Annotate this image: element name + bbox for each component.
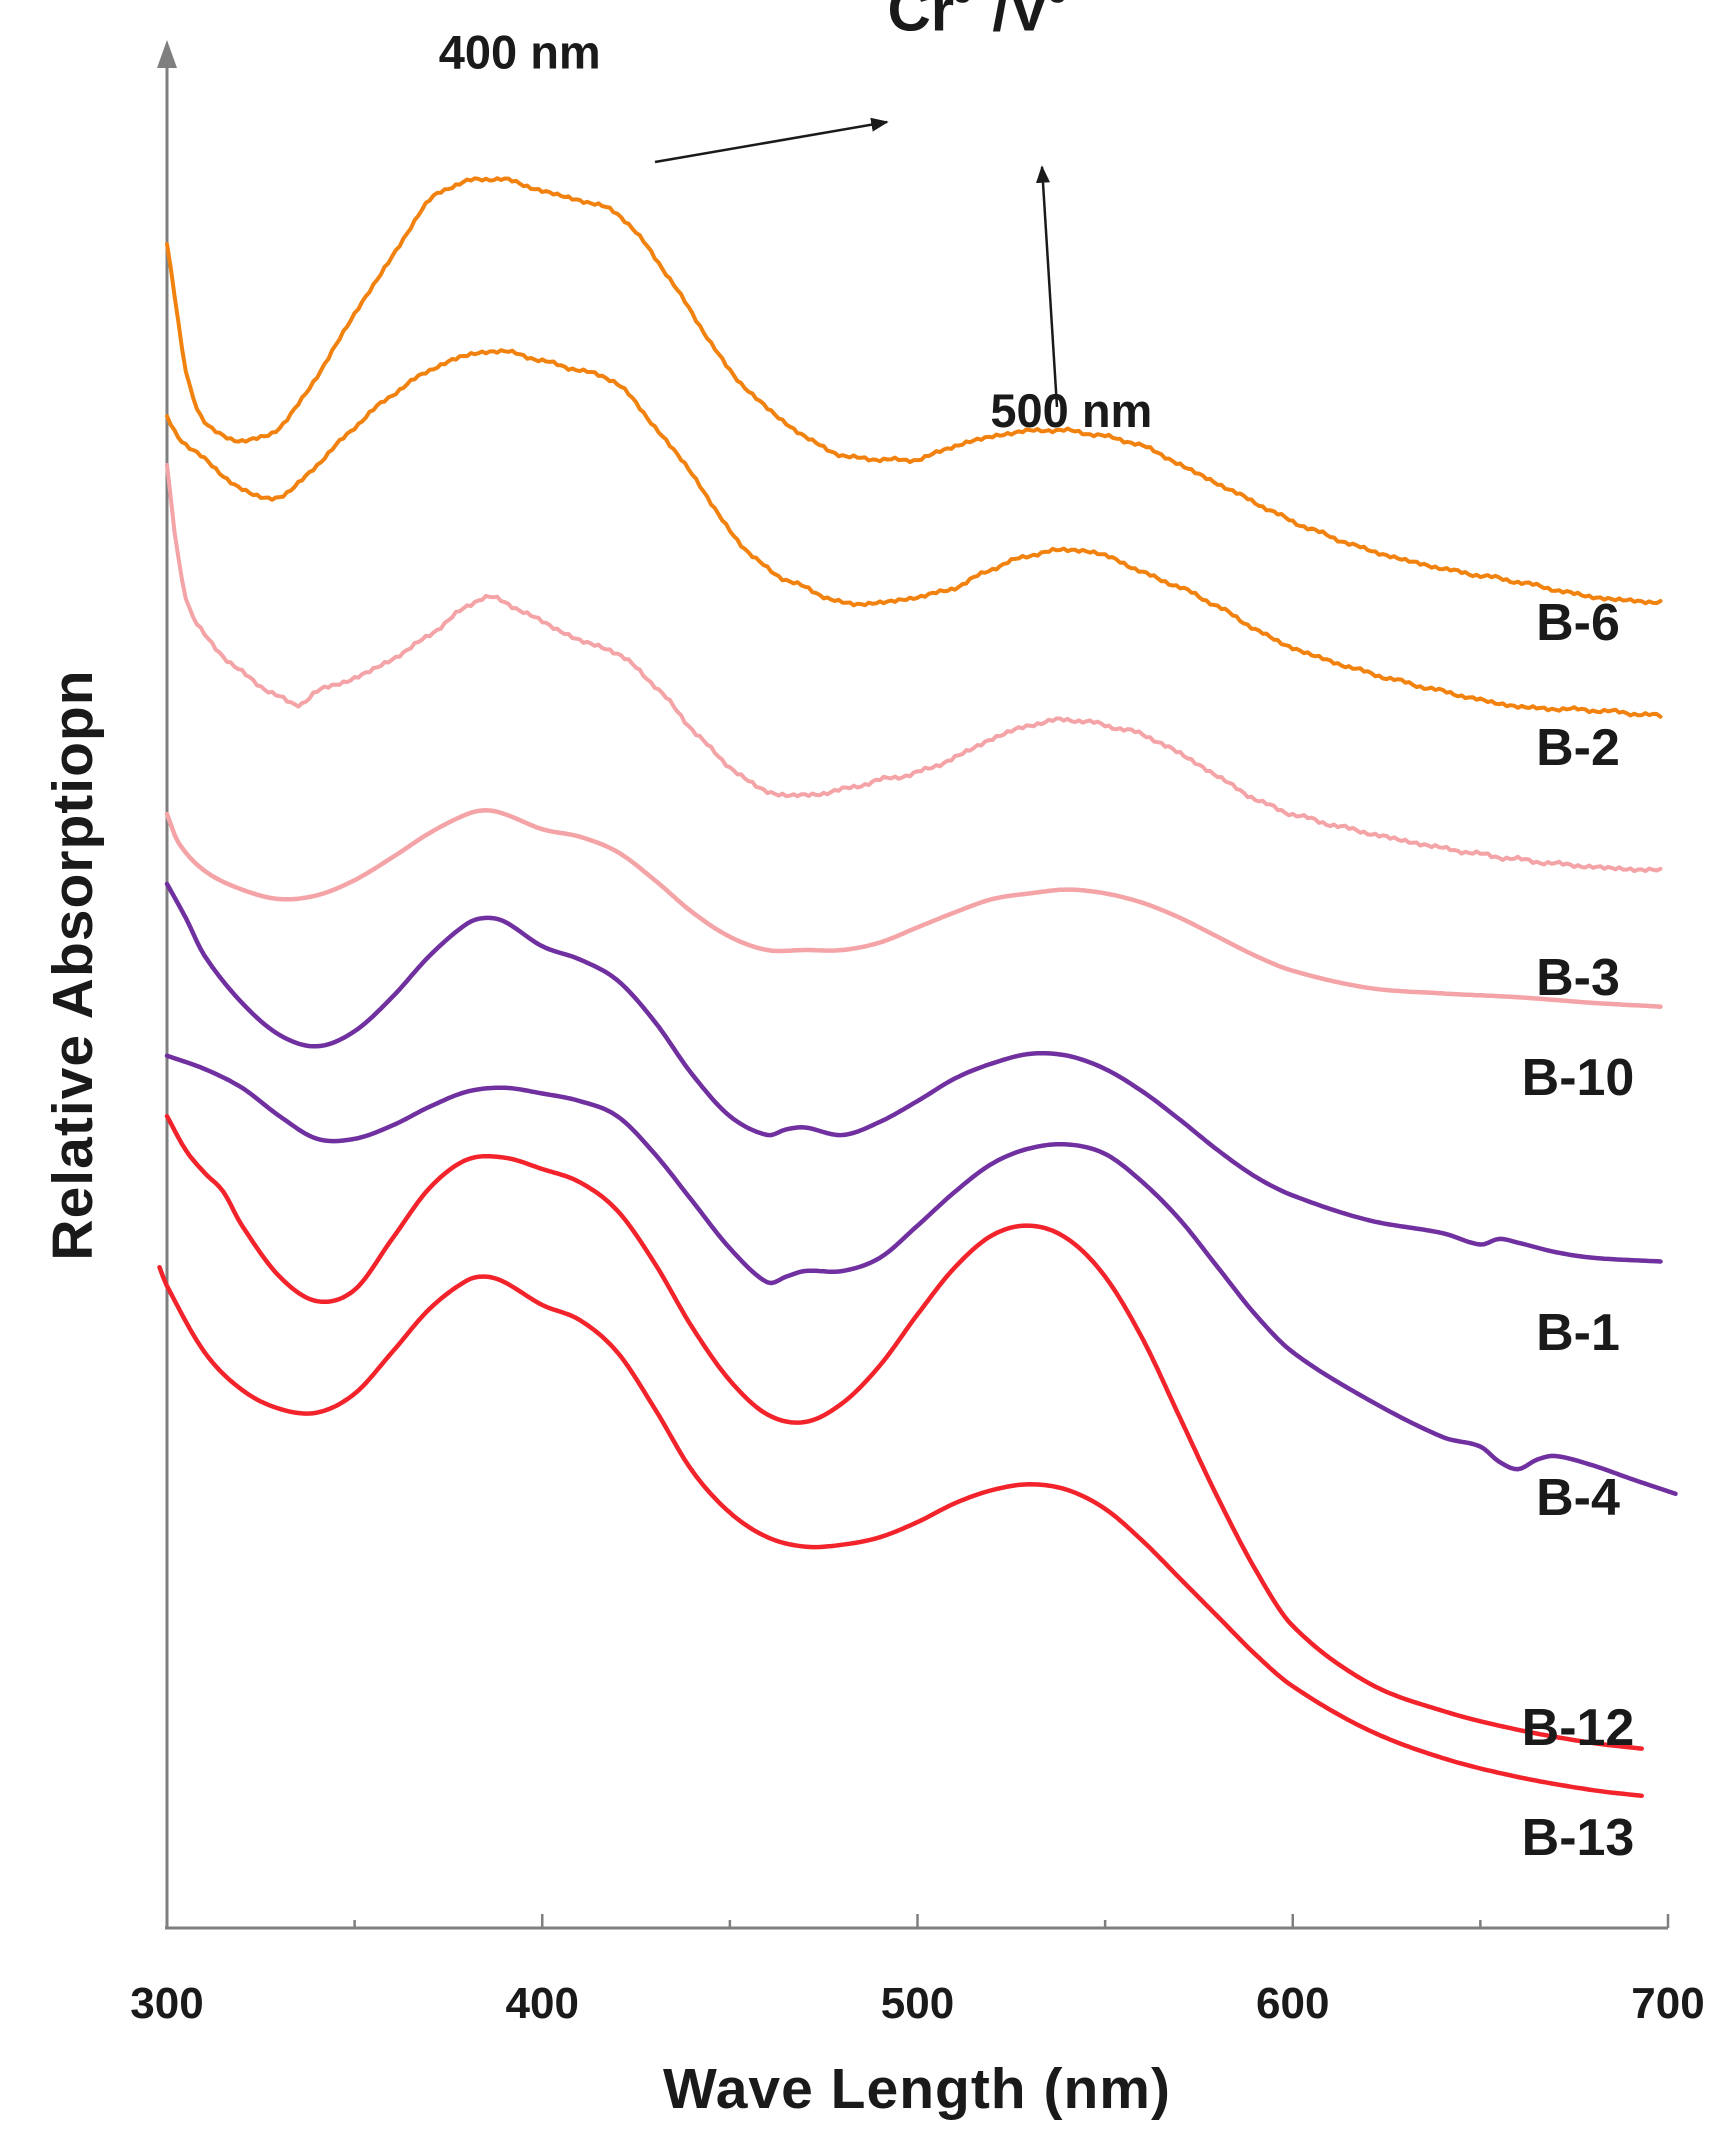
- peak-annotations: 400 nm 500 nm Cr3+/V3+: [439, 0, 1153, 437]
- y-axis-label: Relative Absorptiopn: [41, 669, 105, 1260]
- ion-v-charge: 3+: [1049, 0, 1083, 10]
- x-axis-tick-labels: 300 400 500 600 700: [130, 1979, 1704, 2028]
- ion-cr: Cr: [887, 0, 954, 44]
- series-labels: B-6 B-2 B-3 B-10 B-1 B-4 B-12 B-13: [1522, 594, 1635, 1867]
- y-axis-arrow-icon: [157, 40, 177, 68]
- series-label-b-12: B-12: [1522, 1699, 1635, 1757]
- series-label-b-1: B-1: [1536, 1304, 1620, 1362]
- arrow-400nm: [654, 117, 889, 164]
- ion-label-cr-v: Cr3+/V3+: [887, 0, 1083, 44]
- x-tick-label-500: 500: [881, 1979, 954, 2028]
- curve-b-3: [165, 463, 1663, 874]
- series-label-b-13: B-13: [1522, 1809, 1635, 1867]
- series-label-b-4: B-4: [1536, 1469, 1620, 1527]
- series-label-b-2: B-2: [1536, 719, 1620, 777]
- x-axis-label: Wave Length (nm): [663, 2057, 1171, 2121]
- series-label-b-10: B-10: [1522, 1049, 1635, 1107]
- curve-b-12: [164, 1113, 1644, 1751]
- curve-b-1: [164, 881, 1663, 1264]
- ion-separator: /: [992, 0, 1009, 44]
- ion-cr-charge: 3+: [954, 0, 988, 10]
- arrow-500nm: [1035, 165, 1059, 408]
- curve-b-13: [157, 1264, 1644, 1799]
- x-tick-label-400: 400: [506, 1979, 579, 2028]
- x-axis-ticks: [165, 1914, 1670, 1928]
- annotation-400nm: 400 nm: [439, 25, 601, 78]
- ion-v: V: [1009, 0, 1049, 44]
- x-tick-label-600: 600: [1256, 1979, 1329, 2028]
- annotation-500nm: 500 nm: [990, 384, 1152, 437]
- series-label-b-6: B-6: [1536, 594, 1620, 652]
- x-tick-label-700: 700: [1631, 1979, 1704, 2028]
- x-tick-label-300: 300: [130, 1979, 203, 2028]
- spectrum-curves: [157, 176, 1678, 1799]
- curve-b-6: [165, 176, 1663, 606]
- curve-b-10: [164, 808, 1663, 1009]
- curve-b-4: [164, 1053, 1678, 1497]
- curve-b-2: [165, 348, 1663, 719]
- series-label-b-3: B-3: [1536, 949, 1620, 1007]
